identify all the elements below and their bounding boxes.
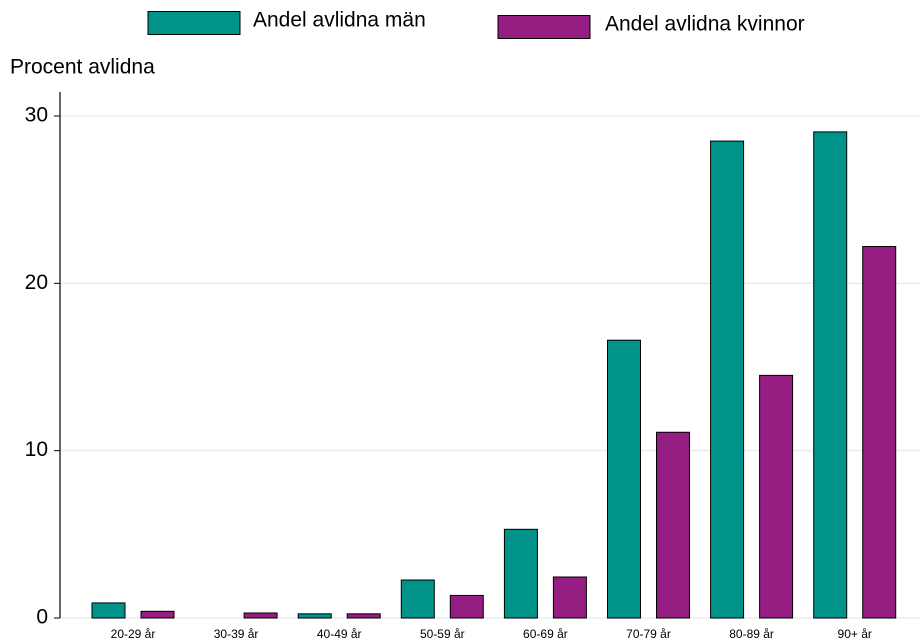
- bar: [759, 374, 794, 619]
- bar: [91, 602, 126, 619]
- legend-swatch: [497, 15, 591, 39]
- bar: [862, 246, 897, 619]
- bar: [552, 576, 587, 619]
- x-tick-label: 60-69 år: [523, 627, 568, 641]
- bar: [140, 610, 175, 619]
- x-tick-label: 30-39 år: [214, 627, 259, 641]
- bar: [400, 579, 435, 619]
- bar: [656, 431, 690, 619]
- bar: [346, 613, 381, 619]
- legend-swatch: [147, 11, 241, 35]
- bar: [297, 613, 332, 619]
- bar: [503, 528, 538, 619]
- legend-label: Andel avlidna män: [253, 9, 426, 32]
- y-tick-label: 0: [36, 606, 48, 629]
- x-tick-label: 80-89 år: [729, 627, 774, 641]
- y-axis-label: Procent avlidna: [10, 56, 155, 79]
- bar: [243, 612, 278, 619]
- legend-label: Andel avlidna kvinnor: [605, 13, 805, 36]
- y-tick-label: 30: [25, 104, 48, 127]
- y-tick-label: 10: [25, 438, 48, 461]
- x-tick-label: 40-49 år: [317, 627, 362, 641]
- bar: [813, 131, 848, 619]
- x-tick-label: 90+ år: [838, 627, 872, 641]
- x-tick-label: 20-29 år: [111, 627, 156, 641]
- y-tick-label: 20: [25, 271, 48, 294]
- x-tick-label: 50-59 år: [420, 627, 465, 641]
- bar: [710, 140, 745, 619]
- x-tick-label: 70-79 år: [626, 627, 671, 641]
- bar: [449, 594, 484, 619]
- bar: [607, 339, 641, 619]
